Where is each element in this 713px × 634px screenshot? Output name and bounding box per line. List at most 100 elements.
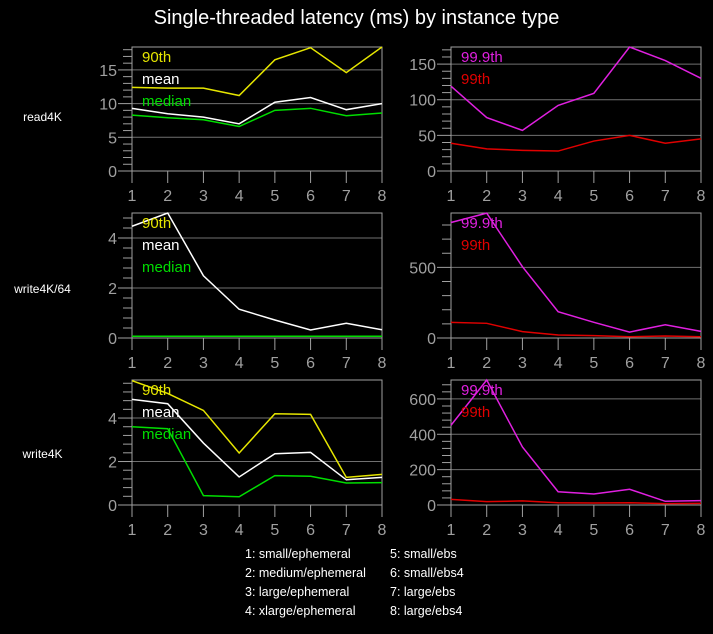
legend-mean-write4k-left: mean	[142, 404, 180, 421]
series-line-99-9th-write4k-64-right	[450, 212, 702, 333]
x-tick-label-write4k-left: 4	[235, 522, 244, 539]
series-line-99th-write4k-64-right	[450, 321, 702, 338]
y-tick-label-read4k-left: 5	[108, 130, 117, 147]
legend-99-9th-write4k-64-right: 99.9th	[461, 215, 503, 232]
legend-99th-write4k-64-right: 99th	[461, 237, 490, 254]
x-tick-label-read4k-right: 4	[554, 188, 563, 205]
legend-median-read4k-left: median	[142, 93, 191, 110]
y-tick-label-write4k-64-left: 2	[108, 281, 117, 298]
legend-mean-write4k-64-left: mean	[142, 237, 180, 254]
y-tick-label-read4k-right: 100	[409, 93, 436, 110]
series-line-median-write4k-left	[131, 425, 383, 498]
legend-median-write4k-64-left: median	[142, 259, 191, 276]
x-tick-label-write4k-64-right: 4	[554, 355, 563, 372]
x-tick-label-write4k-64-left: 7	[342, 355, 351, 372]
x-tick-label-write4k-left: 7	[342, 522, 351, 539]
series-line-mean-write4k-left	[131, 398, 383, 481]
y-tick-label-write4k-left: 0	[108, 498, 117, 515]
x-tick-label-write4k-64-left: 4	[235, 355, 244, 372]
x-tick-label-write4k-64-right: 8	[697, 355, 706, 372]
row-label-read4k: read4K	[23, 110, 62, 124]
instance-key-col2: 5: small/ebs 6: small/ebs4 7: large/ebs …	[390, 545, 464, 621]
x-tick-label-read4k-right: 7	[661, 188, 670, 205]
x-tick-label-write4k-right: 7	[661, 522, 670, 539]
x-tick-label-write4k-64-left: 2	[163, 355, 172, 372]
x-tick-label-write4k-64-left: 3	[199, 355, 208, 372]
legend-90th-read4k-left: 90th	[142, 49, 171, 66]
instance-key-item: 8: large/ebs4	[390, 604, 463, 618]
x-tick-label-write4k-right: 5	[589, 522, 598, 539]
instance-key-item: 5: small/ebs	[390, 547, 457, 561]
x-tick-label-write4k-left: 6	[306, 522, 315, 539]
instance-key-item: 7: large/ebs	[390, 585, 456, 599]
x-tick-label-read4k-left: 3	[199, 188, 208, 205]
series-line-90th-read4k-left	[131, 46, 383, 97]
series-line-mean-read4k-left	[131, 96, 383, 125]
x-tick-label-read4k-left: 2	[163, 188, 172, 205]
legend-mean-read4k-left: mean	[142, 71, 180, 88]
legend-99th-write4k-right: 99th	[461, 404, 490, 421]
x-tick-label-write4k-64-right: 6	[625, 355, 634, 372]
series-line-90th-write4k-left	[131, 379, 383, 479]
x-tick-label-read4k-right: 2	[482, 188, 491, 205]
x-tick-label-write4k-64-right: 3	[518, 355, 527, 372]
y-tick-label-write4k-64-right: 500	[409, 260, 436, 277]
x-tick-label-write4k-right: 4	[554, 522, 563, 539]
panel-frame-write4k-left	[131, 379, 383, 506]
instance-key-item: 4: xlarge/ephemeral	[245, 604, 356, 618]
panel-frame-write4k-64-left	[131, 212, 383, 339]
x-tick-label-read4k-right: 5	[589, 188, 598, 205]
instance-key-col1: 1: small/ephemeral 2: medium/ephemeral 3…	[245, 545, 366, 621]
chart-title: Single-threaded latency (ms) by instance…	[153, 7, 560, 29]
series-line-mean-write4k-64-left	[131, 212, 383, 331]
y-tick-label-write4k-left: 2	[108, 455, 117, 472]
x-tick-label-read4k-left: 6	[306, 188, 315, 205]
instance-key-item: 1: small/ephemeral	[245, 547, 351, 561]
x-tick-label-read4k-left: 1	[128, 188, 137, 205]
x-tick-label-write4k-left: 5	[270, 522, 279, 539]
legend-99-9th-write4k-right: 99.9th	[461, 382, 503, 399]
x-tick-label-read4k-left: 7	[342, 188, 351, 205]
x-tick-label-write4k-left: 8	[378, 522, 387, 539]
y-tick-label-read4k-right: 0	[427, 164, 436, 181]
y-tick-label-write4k-right: 0	[427, 498, 436, 515]
instance-key-item: 6: small/ebs4	[390, 566, 464, 580]
legend-90th-write4k-left: 90th	[142, 382, 171, 399]
y-tick-label-write4k-64-right: 0	[427, 331, 436, 348]
panel-frame-write4k-right	[450, 379, 702, 506]
x-tick-label-write4k-left: 3	[199, 522, 208, 539]
panel-frame-read4k-right	[450, 46, 702, 172]
legend-median-write4k-left: median	[142, 426, 191, 443]
x-tick-label-write4k-left: 2	[163, 522, 172, 539]
x-tick-label-write4k-right: 3	[518, 522, 527, 539]
y-tick-label-read4k-right: 50	[418, 128, 436, 145]
y-tick-label-write4k-right: 600	[409, 392, 436, 409]
x-tick-label-read4k-right: 8	[697, 188, 706, 205]
x-tick-label-write4k-right: 1	[447, 522, 456, 539]
y-tick-label-write4k-64-left: 0	[108, 331, 117, 348]
instance-key-item: 3: large/ephemeral	[245, 585, 350, 599]
series-line-median-read4k-left	[131, 107, 383, 128]
x-tick-label-write4k-64-left: 1	[128, 355, 137, 372]
instance-key-item: 2: medium/ephemeral	[245, 566, 366, 580]
series-line-99th-read4k-right	[450, 134, 702, 152]
x-tick-label-write4k-64-right: 7	[661, 355, 670, 372]
legend-99-9th-read4k-right: 99.9th	[461, 49, 503, 66]
y-tick-label-read4k-left: 0	[108, 164, 117, 181]
x-tick-label-write4k-64-right: 2	[482, 355, 491, 372]
x-tick-label-read4k-left: 4	[235, 188, 244, 205]
series-line-99-9th-write4k-right	[450, 378, 702, 503]
x-tick-label-write4k-64-left: 8	[378, 355, 387, 372]
x-tick-label-write4k-right: 2	[482, 522, 491, 539]
y-tick-label-read4k-left: 15	[99, 63, 117, 80]
x-tick-label-write4k-right: 8	[697, 522, 706, 539]
legend-99th-read4k-right: 99th	[461, 71, 490, 88]
row-label-write4k: write4K	[22, 447, 63, 461]
x-tick-label-write4k-64-right: 5	[589, 355, 598, 372]
series-line-99th-write4k-right	[450, 498, 702, 505]
y-tick-label-write4k-right: 400	[409, 427, 436, 444]
x-tick-label-write4k-64-left: 5	[270, 355, 279, 372]
panel-frame-write4k-64-right	[450, 212, 702, 339]
x-tick-label-write4k-64-left: 6	[306, 355, 315, 372]
